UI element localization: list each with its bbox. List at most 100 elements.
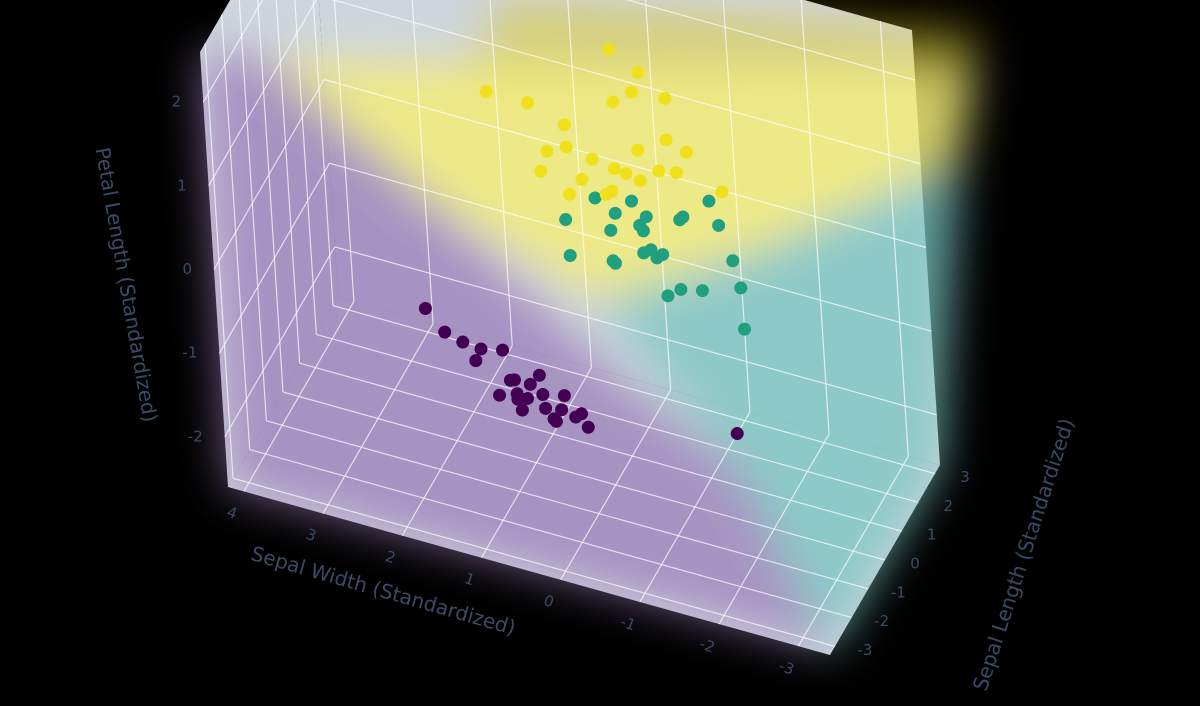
point [702,194,716,208]
point [479,85,493,99]
y-grid-line [266,420,869,590]
point [734,281,748,295]
point [695,284,709,298]
y-grid-line [316,333,919,504]
region-yellow [270,60,975,300]
z-tick-label: 2 [172,93,182,111]
point [659,133,673,147]
point [585,152,599,166]
point [631,65,645,79]
point [625,194,639,208]
point [581,420,595,434]
y-tick-label: 1 [927,526,937,544]
point [496,343,510,357]
point [658,91,672,105]
point [549,414,563,428]
y-grid-line [249,448,852,619]
y-grid-line [282,391,886,561]
z-tick-label: -2 [188,427,203,445]
y-tick-label: -3 [858,641,873,659]
y-tick-label: -1 [891,583,906,601]
point [515,403,529,417]
point [521,391,535,405]
z-grid-line [329,162,932,332]
point [608,206,622,220]
y-grid-line [299,362,902,532]
z-tick-label: 0 [182,260,192,278]
x-tick-label: 3 [304,525,319,545]
point [605,184,619,198]
point [559,213,573,227]
z-grid-line [213,79,325,270]
point [539,401,553,415]
y-tick-label: 0 [910,555,920,573]
point [532,368,546,382]
z-tick-label: 1 [177,176,187,194]
point [712,218,726,232]
z-grid-line [323,78,927,249]
z-grid-line [202,0,264,103]
point [606,254,620,268]
point [636,224,650,238]
point [534,164,548,178]
point [726,254,740,268]
point [520,96,534,110]
point [619,166,633,180]
point [715,185,729,199]
point [631,143,645,157]
point [588,191,602,205]
x-tick-label: 4 [224,503,239,523]
y-grid-line [332,305,936,475]
x-tick-label: 0 [541,591,556,611]
points [418,42,752,441]
point [557,118,571,132]
point [652,164,666,178]
z-grid-line [334,246,937,416]
point [555,403,569,417]
point [633,174,647,188]
point [625,85,639,99]
region-teal [600,160,960,650]
point [540,144,554,158]
point [606,95,620,109]
point [676,210,690,224]
point [503,373,517,387]
z-grid-line [224,246,336,438]
x-tick-label: -2 [697,635,717,657]
point [493,388,507,402]
y-tick-label: -2 [874,612,889,630]
y-grid-line [232,477,836,647]
z-grid-line [208,0,317,187]
z-grid-line [218,162,330,354]
point [469,354,483,368]
point [536,387,550,401]
grid [202,0,937,647]
x-tick-label: -1 [618,612,638,634]
point [669,166,683,180]
point [563,187,577,201]
point [661,289,675,303]
y-axis-title: Sepal Length (Standardized) [968,415,1079,693]
x-tick-label: 2 [383,547,398,567]
point [510,387,524,401]
point [674,282,688,296]
y-tick-label: 2 [944,497,954,515]
point [557,389,571,403]
point [456,335,470,349]
point [650,251,664,265]
y-tick-label: 3 [960,468,970,486]
z-tick-label: -1 [182,344,197,362]
point [602,42,616,56]
point [607,162,621,176]
point [559,140,573,154]
point [474,342,488,356]
z-grid-line [331,0,921,165]
point [730,427,744,441]
z-grid-line [625,0,916,81]
x-tick-label: 1 [462,569,477,589]
point [637,246,651,260]
point [604,223,618,237]
point [418,302,432,316]
